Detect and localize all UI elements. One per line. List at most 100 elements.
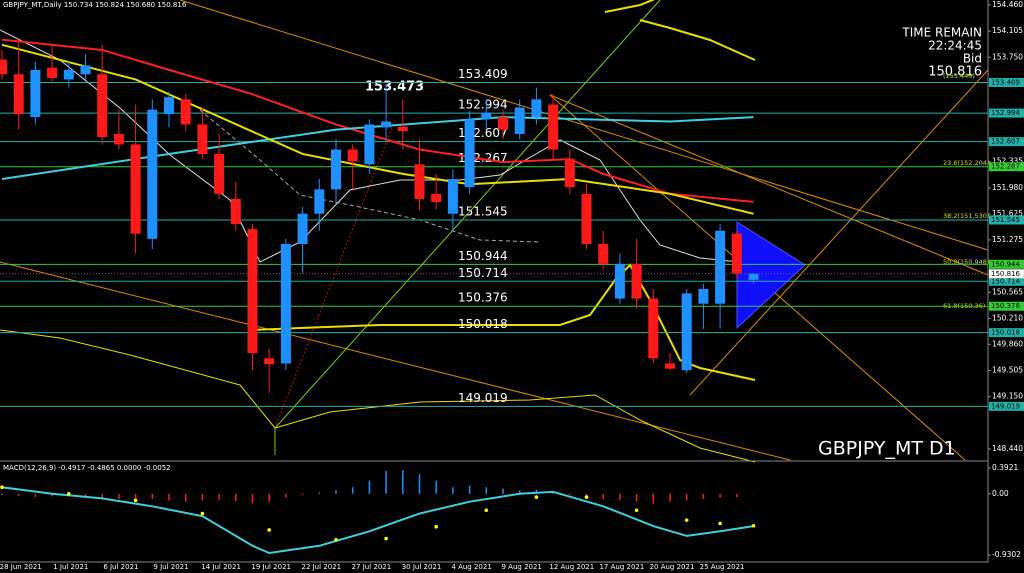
signal-dot	[718, 521, 722, 526]
trendline	[549, 94, 989, 276]
level-box	[989, 401, 1024, 411]
trendline	[689, 69, 989, 396]
x-tick-label: 30 Jul 2021	[402, 563, 442, 571]
candle-body	[614, 263, 625, 299]
candle-body	[331, 149, 341, 190]
x-tick-label: 25 Aug 2021	[700, 563, 745, 571]
y-tick-label: 153.750	[992, 52, 1023, 61]
level-label: 153.409	[458, 67, 508, 81]
y-tick-label: 151.625	[992, 209, 1023, 218]
candle-body	[280, 243, 291, 364]
candle-body	[80, 65, 91, 75]
candle-body	[47, 67, 58, 78]
candle-body	[665, 363, 675, 369]
candle-body	[164, 97, 174, 115]
candle-body	[214, 153, 225, 194]
signal-dot	[0, 485, 4, 490]
average	[199, 109, 541, 243]
signal-dot	[434, 524, 439, 529]
level-box-label: 150.376	[991, 302, 1020, 310]
candle-body	[97, 74, 108, 137]
level-box-label: 153.409	[991, 78, 1020, 86]
candle-body	[30, 69, 41, 118]
level-label: 151.545	[458, 204, 508, 218]
signal-dot	[67, 491, 71, 496]
x-tick-label: 12 Aug 2021	[549, 563, 594, 571]
x-tick-label: 22 Jul 2021	[301, 563, 341, 571]
candle-body	[498, 117, 508, 130]
level-label: 150.018	[458, 317, 508, 331]
candle-body	[548, 104, 559, 150]
fib-label: 50.0(150.948)	[943, 258, 989, 266]
level-box-label: 152.607	[991, 138, 1020, 146]
trendline	[0, 261, 791, 461]
macd-y-tick-label: 0.3921	[992, 463, 1018, 472]
x-tick-label: 20 Aug 2021	[650, 563, 695, 571]
candle-body	[297, 213, 308, 244]
trendline	[274, 0, 661, 429]
level-box	[989, 215, 1024, 225]
level-box-label: 152.267	[991, 163, 1020, 171]
timer: 22:24:45	[928, 39, 982, 53]
level-label: 152.994	[458, 98, 508, 112]
candle-body	[481, 112, 492, 120]
y-tick-label: 150.210	[992, 313, 1023, 322]
candle-body	[581, 193, 592, 244]
fib-label: 38.2(151.530)	[943, 212, 989, 220]
macd-title: MACD(12,26,9) -0.4917 -0.4865 0.0000 -0.…	[3, 464, 171, 472]
candle-body	[147, 109, 158, 239]
signal-dot	[751, 524, 756, 528]
y-tick-label: 149.150	[992, 392, 1023, 401]
level-box	[989, 108, 1024, 118]
signal-dot	[684, 518, 689, 522]
signal-dot	[584, 495, 589, 499]
level-label: 150.376	[458, 291, 508, 305]
signal-dot	[334, 538, 338, 542]
y-tick-label: 154.460	[992, 0, 1023, 9]
bid-box	[989, 269, 1024, 279]
watermark: GBPJPY_MT D1	[818, 438, 956, 460]
candle-body	[180, 99, 191, 125]
bid-box-label: 150.816	[991, 270, 1020, 278]
candle-body	[0, 59, 7, 75]
macd-y-tick-label: -0.9302	[992, 550, 1021, 559]
level-box-label: 151.545	[991, 216, 1020, 224]
x-tick-label: 9 Aug 2021	[502, 563, 542, 571]
candle-body	[564, 159, 575, 188]
signal-dot	[634, 508, 639, 513]
candle-body	[681, 293, 692, 371]
timer-caption: TIME REMAIN	[901, 26, 982, 40]
candle-body	[381, 121, 392, 128]
level-label: 150.714	[458, 266, 508, 280]
signal-dot	[384, 536, 388, 541]
level-box	[989, 328, 1024, 338]
x-tick-label: 9 Jul 2021	[153, 563, 188, 571]
candle-body	[230, 198, 241, 225]
level-label: 149.019	[458, 391, 508, 405]
candle-body	[648, 298, 659, 359]
x-tick-label: 28 Jun 2021	[0, 563, 42, 571]
level-box-label: 150.944	[991, 260, 1020, 268]
candle-body	[197, 124, 208, 154]
level-box	[989, 276, 1024, 286]
y-tick-label: 148.440	[992, 444, 1023, 453]
fib-label: 23.6(152.204)	[943, 159, 989, 167]
candle-body	[531, 99, 542, 118]
y-tick-label: 152.335	[992, 157, 1023, 166]
level-box-label: 150.714	[991, 277, 1020, 285]
candle-body	[431, 193, 442, 202]
candle-body	[13, 74, 24, 115]
candle-body	[247, 229, 258, 354]
candle-body	[364, 124, 375, 165]
signal-dot	[484, 508, 489, 513]
chart-title: GBPJPY_MT,Daily 150.734 150.824 150.680 …	[3, 1, 187, 9]
candle-body	[414, 164, 425, 199]
level-box-label: 152.994	[991, 109, 1020, 117]
candle-body	[631, 263, 642, 299]
macd-y-tick-label: 0.00	[992, 489, 1009, 498]
candle-body	[698, 288, 709, 304]
level-box	[989, 301, 1024, 311]
candle-body	[397, 126, 408, 132]
